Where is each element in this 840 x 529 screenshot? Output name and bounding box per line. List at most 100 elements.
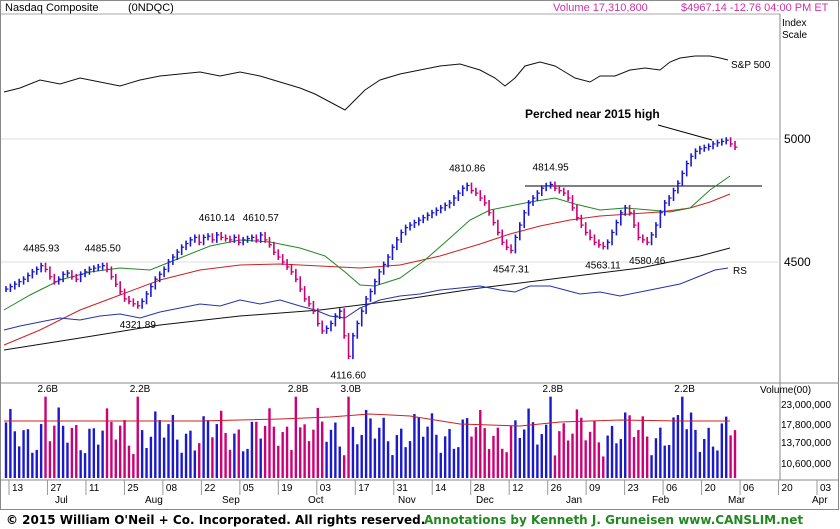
volume-bar	[443, 436, 447, 478]
index-symbol: (0NDQC)	[128, 2, 174, 14]
volume-bar	[162, 437, 166, 478]
volume-bar	[167, 424, 170, 478]
long-ma-line	[3, 247, 731, 351]
volume-bar	[97, 444, 100, 478]
volume-bar	[272, 426, 276, 478]
volume-bar	[35, 449, 38, 478]
volume-bar	[716, 450, 719, 478]
volume-bar	[277, 445, 280, 478]
sp500-line	[3, 55, 729, 111]
volume-bar	[479, 409, 482, 478]
volume-bar	[57, 407, 60, 478]
volume-bar	[360, 434, 363, 478]
price-label: 4321.89	[120, 320, 157, 331]
volume-bar	[676, 415, 680, 478]
volume-bars	[4, 396, 737, 478]
volume-bar	[110, 421, 113, 478]
volume-bar	[720, 423, 724, 478]
volume-bar	[474, 427, 478, 478]
volume-bar	[610, 425, 614, 478]
volume-bar	[531, 422, 535, 478]
vol-tick-2: 13,700,000	[781, 438, 831, 449]
volume-bar	[233, 433, 236, 478]
volume-bar	[193, 450, 197, 478]
x-tick-day: 23	[628, 483, 640, 494]
price-label: 4485.93	[23, 243, 60, 254]
price-label: 4485.50	[85, 244, 122, 255]
volume-bar	[580, 417, 583, 478]
volume-bar	[39, 424, 43, 478]
volume-bar	[698, 451, 702, 478]
volume-bar	[215, 424, 218, 478]
volume-bar	[703, 438, 706, 478]
volume-bar	[492, 435, 495, 478]
volume-bar	[140, 430, 144, 478]
volume-bar	[667, 444, 671, 478]
volume-label: 2.8B	[543, 384, 564, 395]
volume-bar	[149, 436, 153, 478]
volume-bar	[553, 455, 557, 478]
volume-bar	[312, 429, 315, 478]
volume-bar	[184, 433, 188, 478]
volume-bar	[650, 455, 653, 478]
x-tick-month: Sep	[222, 495, 240, 506]
volume-bar	[597, 442, 601, 478]
volume-bar	[457, 447, 460, 478]
volume-bar	[711, 446, 715, 478]
volume-bar	[263, 425, 267, 478]
volume-label: 3.0B	[341, 384, 362, 395]
volume-bar	[342, 455, 346, 478]
x-tick-day: 05	[243, 483, 255, 494]
volume-bar	[325, 441, 328, 478]
volume-bar	[136, 396, 139, 478]
x-tick-day: 31	[397, 483, 409, 494]
volume-bar	[31, 452, 34, 478]
x-tick-day: 22	[204, 483, 216, 494]
price-label: 4563.11	[585, 260, 621, 271]
volume-bar	[75, 425, 78, 478]
volume-bar	[105, 408, 109, 478]
ma200-line	[3, 193, 731, 346]
volume-bar	[408, 441, 412, 478]
quote-readout: $4967.14 -12.76 04:00 PM ET	[681, 2, 829, 14]
volume-bar	[527, 408, 530, 478]
x-axis-ticks: 13 27 11 25 08 22 05 19 03 17 31 14 28 12 26 09 23 06 20 06…	[8, 480, 832, 506]
volume-bar	[241, 451, 245, 478]
x-tick-day: 20	[705, 483, 717, 494]
volume-avg-line	[4, 413, 730, 427]
volume-bar	[369, 418, 372, 478]
x-tick-day: 20	[782, 483, 794, 494]
volume-bar	[523, 429, 526, 478]
price-label: 4116.60	[331, 370, 367, 381]
volume-bar	[562, 423, 565, 478]
volume-bar	[307, 441, 311, 478]
scale-label-index: Index	[782, 18, 806, 29]
volume-bar	[566, 440, 570, 478]
volume-bar	[92, 428, 96, 478]
volume-bar	[549, 396, 552, 478]
volume-bar	[61, 425, 65, 478]
volume-bar	[299, 427, 302, 478]
volume-bar	[255, 421, 258, 478]
x-tick-month: Nov	[398, 495, 416, 506]
volume-bar	[575, 409, 579, 478]
volume-bar	[536, 444, 539, 478]
volume-bar	[430, 413, 434, 478]
x-tick-day: 03	[320, 483, 332, 494]
x-tick-day: 08	[166, 483, 178, 494]
volume-bar	[400, 428, 403, 478]
volume-bar	[606, 435, 609, 478]
volume-bar	[118, 425, 122, 478]
volume-bar	[544, 424, 548, 478]
volume-bar	[158, 420, 161, 478]
x-tick-day: 25	[127, 483, 139, 494]
volume-bar	[154, 411, 157, 478]
x-tick-day: 19	[281, 483, 293, 494]
volume-bar	[584, 440, 587, 478]
volume-bar	[127, 445, 131, 478]
volume-bar	[505, 452, 508, 478]
rs-line	[3, 267, 729, 331]
volume-bar	[659, 427, 662, 478]
volume-bar	[413, 414, 416, 478]
